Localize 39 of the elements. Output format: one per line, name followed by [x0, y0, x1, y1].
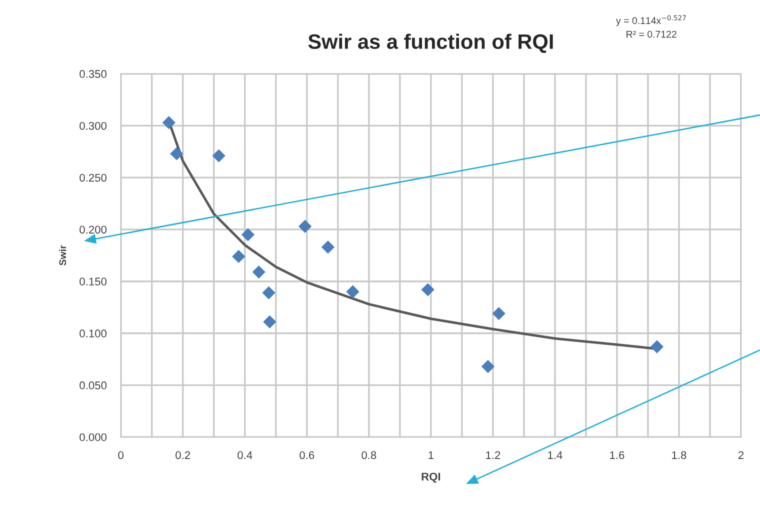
- point: [346, 285, 360, 298]
- point: [252, 265, 266, 279]
- x-tick-label: 0.4: [238, 451, 252, 460]
- x-tick-label: 0: [118, 451, 124, 460]
- point: [212, 149, 226, 162]
- y-axis-title: Swir: [58, 245, 66, 266]
- x-axis-title: RQI: [422, 472, 440, 483]
- x-tick-label: 0.6: [300, 451, 314, 460]
- y-tick-label: 0.200: [80, 226, 107, 234]
- y-tick-label: 0.350: [80, 70, 107, 78]
- point: [263, 315, 276, 328]
- point: [298, 220, 312, 233]
- x-tick-label: 0.8: [362, 451, 376, 460]
- x-tick-label: 1.8: [672, 451, 686, 460]
- chart-title: Swir as a function of RQI: [308, 34, 553, 53]
- x-tick-label: 1.6: [610, 451, 624, 460]
- point: [481, 360, 495, 374]
- text: R² = 0.7122: [626, 30, 676, 38]
- x-tick-label: 1: [428, 451, 434, 459]
- point: [241, 228, 255, 242]
- point: [232, 250, 246, 264]
- x-tick-label: 1.2: [486, 451, 500, 459]
- point: [170, 147, 184, 160]
- x-tick-label: 1.4: [548, 451, 562, 459]
- y-tick-label: 0.300: [80, 122, 107, 130]
- y-tick-label: 0.150: [80, 278, 107, 286]
- x-tick-label: 0.2: [176, 451, 190, 460]
- point: [262, 286, 276, 300]
- y-tick-label: 0.050: [80, 381, 107, 390]
- point: [650, 340, 664, 354]
- y-tick-label: 0.000: [80, 433, 107, 442]
- point: [492, 306, 506, 320]
- x-tick-label: 2: [738, 451, 744, 459]
- point: [162, 116, 176, 130]
- y-tick-label: 0.250: [80, 174, 107, 182]
- point: [421, 283, 434, 296]
- y-tick-label: 0.100: [80, 330, 107, 338]
- point: [321, 240, 335, 254]
- text: y = 0.114x$^{−0.527}$: [616, 15, 686, 26]
